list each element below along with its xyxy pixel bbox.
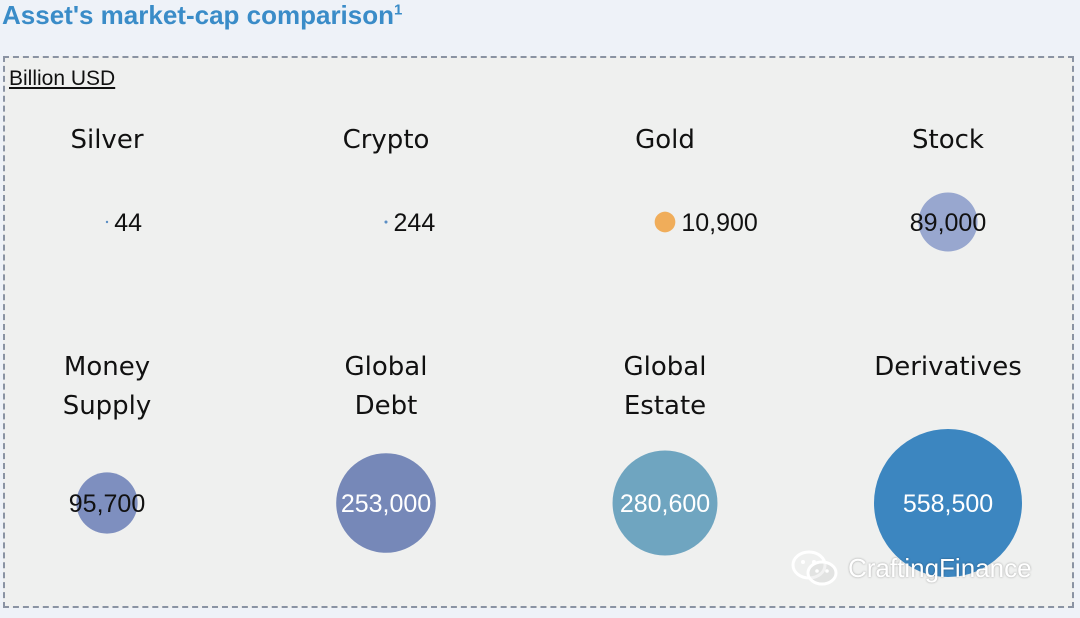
value-label-global-debt: 253,000 xyxy=(341,490,431,518)
category-label-money-supply-1: Money xyxy=(64,352,150,382)
category-label-derivatives: Derivatives xyxy=(874,352,1022,382)
category-label-silver: Silver xyxy=(70,125,143,155)
bubble-crypto xyxy=(384,220,388,224)
bubble-stock xyxy=(918,192,978,252)
value-label-silver: 44 xyxy=(114,209,142,237)
category-label-crypto: Crypto xyxy=(343,125,430,155)
category-label-gold: Gold xyxy=(635,125,695,155)
chart-title: Asset's market-cap comparison1 xyxy=(2,0,403,30)
wechat-icon xyxy=(791,550,838,586)
bubble-global-debt xyxy=(336,453,436,553)
bubble-derivatives xyxy=(874,429,1022,577)
watermark: CraftingFinance xyxy=(790,548,1032,588)
value-label-gold: 10,900 xyxy=(681,209,757,237)
watermark-text: CraftingFinance xyxy=(848,552,1032,583)
value-label-global-estate: 280,600 xyxy=(620,490,710,518)
value-label-money-supply: 95,700 xyxy=(69,490,145,518)
category-label-stock: Stock xyxy=(912,125,984,155)
category-label-global-estate-1: Global xyxy=(624,352,707,382)
bubble-global-estate xyxy=(612,450,718,556)
bubble-silver xyxy=(105,220,109,224)
value-label-derivatives: 558,500 xyxy=(903,490,993,518)
value-label-crypto: 244 xyxy=(394,209,436,237)
bubble-gold xyxy=(654,211,676,233)
category-label-global-estate-2: Estate xyxy=(624,391,706,421)
category-label-global-debt-1: Global xyxy=(345,352,428,382)
bubble-money-supply xyxy=(76,472,138,534)
category-label-money-supply-2: Supply xyxy=(63,391,152,421)
value-label-stock: 89,000 xyxy=(910,209,986,237)
unit-label: Billion USD xyxy=(9,67,116,90)
category-label-global-debt-2: Debt xyxy=(355,391,418,421)
